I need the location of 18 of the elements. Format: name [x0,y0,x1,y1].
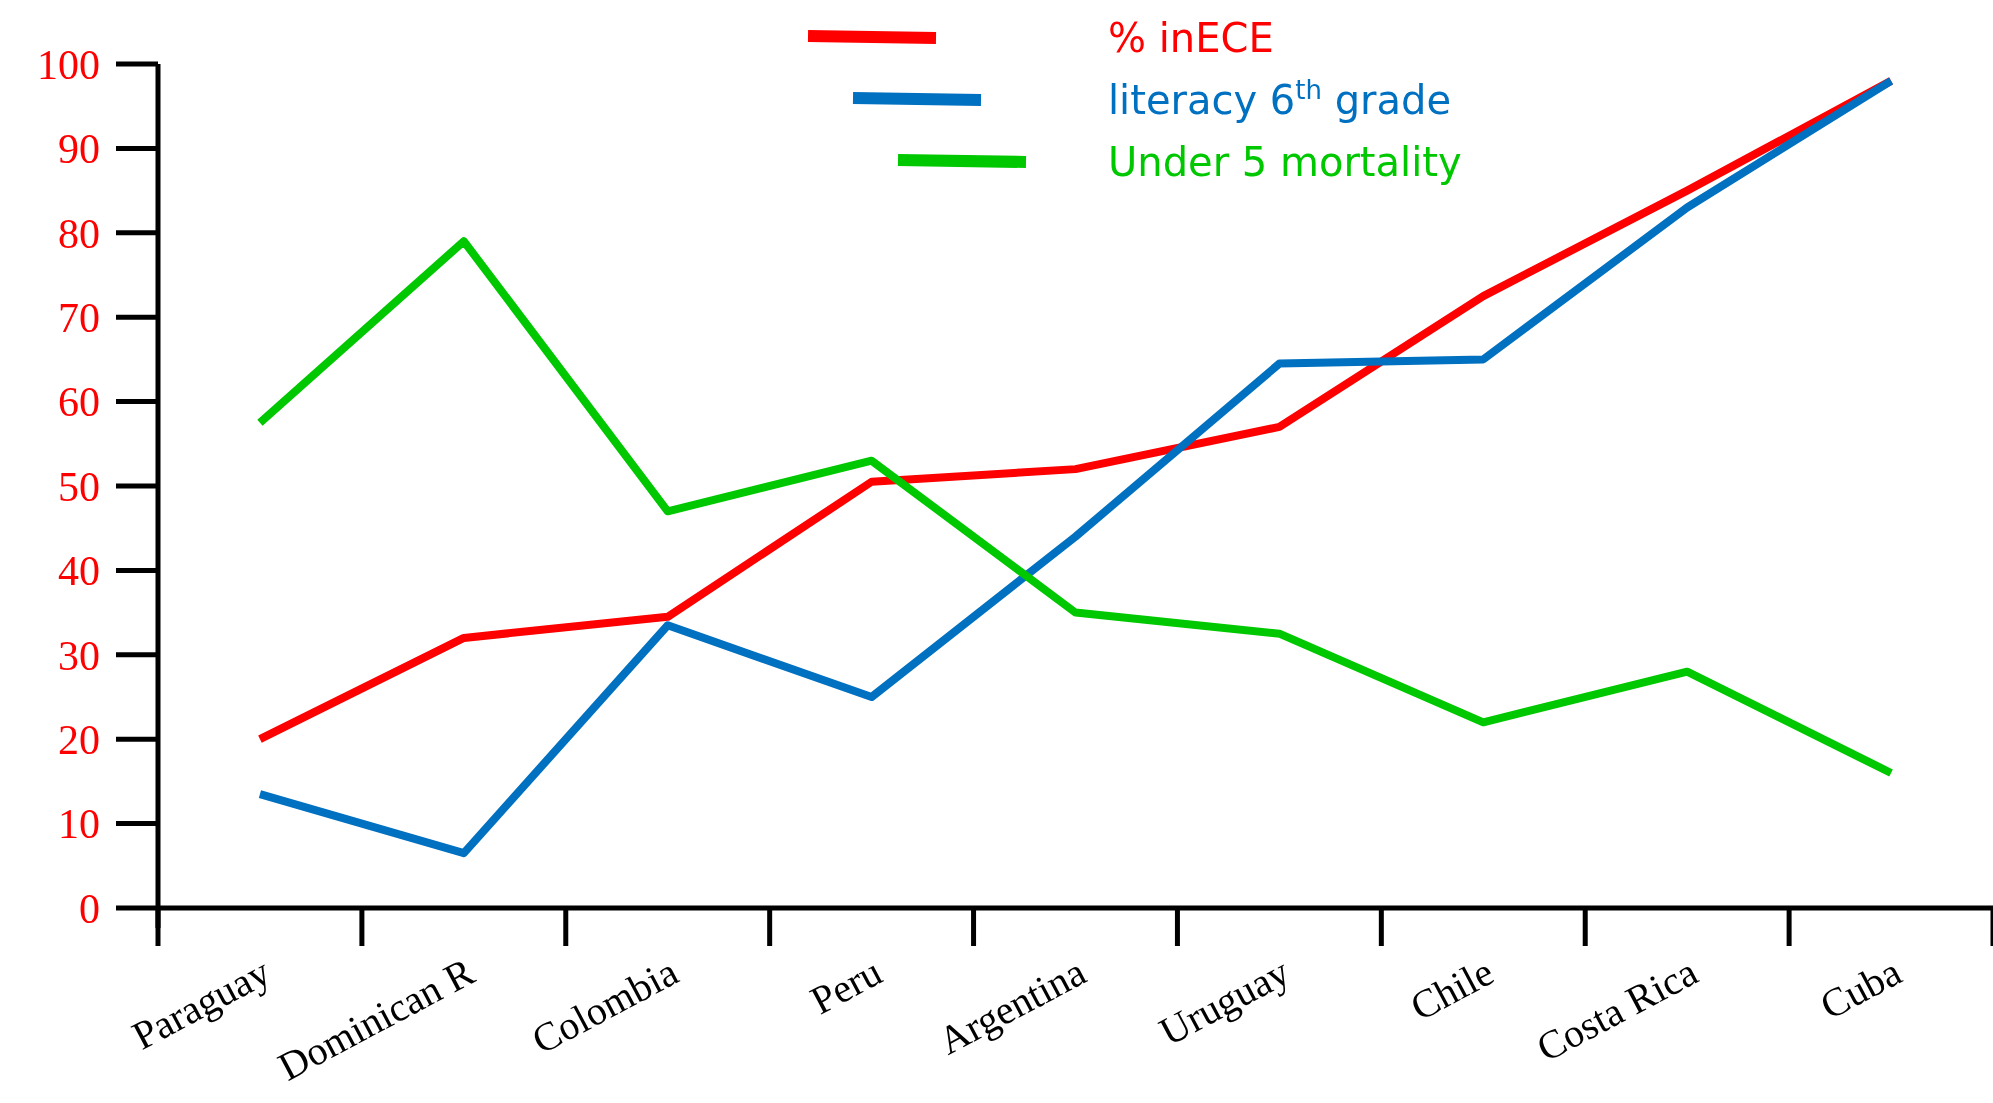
y-tick-label: 70 [58,294,100,341]
x-tick-label: Peru [803,948,889,1024]
text: literacy 6$^{th}$ grade [1108,75,1452,123]
x-tick-label: Costa Rica [1529,948,1705,1071]
y-tick-label: 50 [58,463,100,510]
x-tick-label: Cuba [1812,948,1909,1029]
y-tick-label: 100 [37,41,100,88]
y-tick-label: 40 [58,548,100,595]
y-tick-label: 80 [58,210,100,257]
y-tick-label: 60 [58,379,100,426]
text: % inECE [1108,15,1274,61]
y-tick-label: 20 [58,716,100,763]
y-tick-label: 90 [58,126,100,173]
x-tick-label: Chile [1403,948,1501,1030]
y-tick-label: 0 [79,885,100,932]
y-tick-label: 30 [58,632,100,679]
y-tick-label: 10 [58,801,100,848]
legend-label: Under 5 mortality [1108,139,1462,185]
